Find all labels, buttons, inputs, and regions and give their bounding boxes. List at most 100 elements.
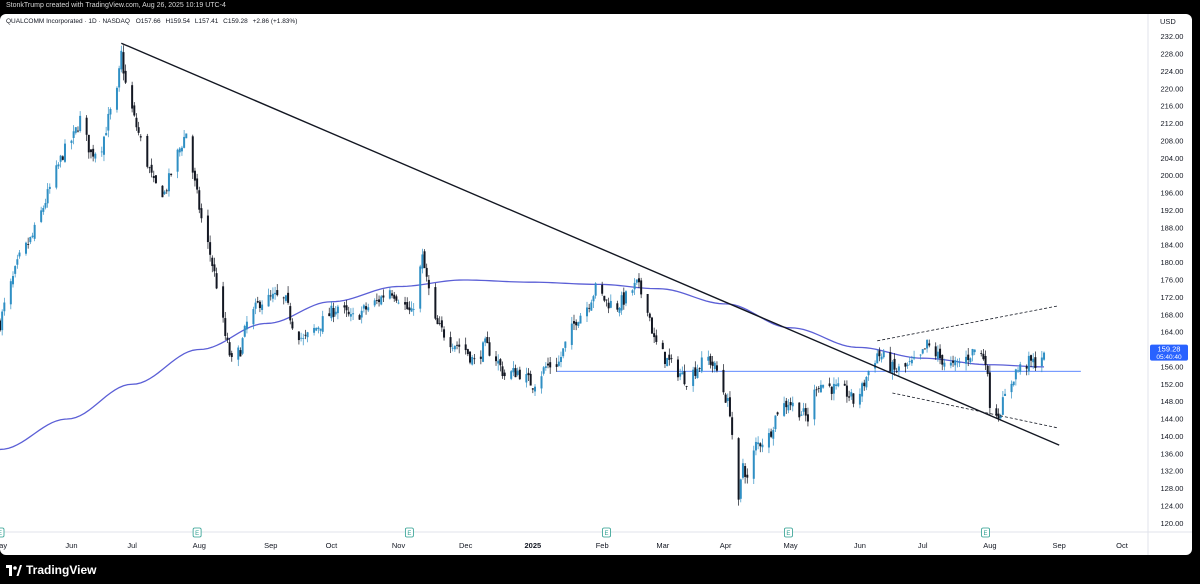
candle: [867, 370, 870, 381]
time-axis[interactable]: May Jun Jul Aug Sep Oct Nov Dec 2025 Feb Mar Apr May…: [0, 527, 1129, 550]
candle: [531, 387, 534, 394]
candle: [835, 379, 838, 390]
candle: [102, 135, 105, 162]
candle: [995, 404, 998, 419]
candle-body: [605, 299, 608, 301]
candle: [1001, 391, 1004, 416]
candle: [289, 302, 292, 325]
candle-body: [395, 296, 398, 301]
candle: [965, 350, 968, 371]
candle-body: [776, 412, 779, 415]
candle: [934, 342, 937, 360]
candle: [590, 299, 593, 311]
price-axis[interactable]: USD 120.00 124.00 128.00 132.00 136.00 140.00…: [1160, 17, 1183, 528]
tradingview-logo[interactable]: TradingView: [6, 562, 96, 578]
candle: [579, 312, 582, 324]
candle-body: [148, 167, 151, 169]
candle: [397, 299, 400, 305]
earnings-marker[interactable]: E: [0, 527, 5, 538]
candle-body: [772, 430, 775, 439]
candle: [711, 355, 714, 373]
candle-body: [193, 170, 196, 181]
candle: [562, 348, 565, 359]
candle-body: [408, 307, 411, 311]
earnings-marker-box: [404, 527, 414, 538]
candle-body: [349, 314, 352, 317]
price-chart[interactable]: USD 120.00 124.00 128.00 132.00 136.00 140.00…: [0, 14, 1192, 555]
candle-body: [746, 474, 749, 478]
earnings-marker[interactable]: E: [981, 527, 990, 538]
candle: [408, 301, 411, 315]
candle-body: [694, 367, 697, 376]
candle: [594, 282, 597, 299]
candle: [124, 64, 127, 85]
earnings-marker[interactable]: E: [192, 527, 202, 538]
candle-body: [1010, 383, 1013, 393]
candle: [620, 291, 623, 315]
candle-body: [965, 356, 968, 364]
candle-body: [835, 384, 838, 387]
candle: [404, 296, 407, 311]
earnings-marker[interactable]: E: [784, 527, 793, 538]
downtrend-line[interactable]: [121, 42, 1060, 446]
candle: [754, 437, 757, 456]
earnings-marker[interactable]: E: [404, 527, 414, 538]
candle: [676, 356, 679, 381]
candle: [843, 380, 846, 386]
candle-body: [287, 292, 290, 303]
legend-change: +2.86 (+1.83%): [253, 18, 298, 25]
earnings-marker-label: E: [984, 531, 988, 537]
candle: [828, 377, 831, 388]
candle: [503, 369, 506, 380]
candle-body: [61, 156, 64, 160]
legend-low: L157.41: [195, 18, 219, 25]
candle-body: [178, 148, 181, 153]
candle-body: [302, 338, 305, 339]
candle-body: [949, 362, 952, 366]
candle: [798, 402, 801, 421]
candle: [243, 324, 246, 338]
y-tick-label: 132.00: [1161, 467, 1184, 476]
currency-label: USD: [1160, 17, 1176, 26]
candle-body: [245, 321, 248, 330]
drawings[interactable]: [121, 42, 1060, 446]
candle: [46, 183, 49, 208]
plot-area[interactable]: [0, 42, 1081, 506]
candle-body: [817, 388, 820, 390]
candle-body: [663, 351, 666, 365]
candle: [1004, 388, 1007, 397]
candle-body: [224, 318, 227, 336]
earnings-marker[interactable]: E: [602, 527, 611, 538]
channel-lower-line[interactable]: [892, 392, 1058, 429]
candle-body: [319, 328, 322, 331]
candle-body: [486, 337, 489, 344]
candle-body: [633, 282, 636, 290]
channel-upper-line[interactable]: [877, 305, 1058, 342]
earnings-marker-box: [602, 527, 611, 538]
candle-body: [954, 360, 957, 366]
candle: [367, 303, 370, 313]
candle: [276, 284, 279, 297]
candle: [668, 348, 671, 366]
candle-body: [666, 357, 669, 367]
candle-body: [943, 362, 946, 367]
candle: [819, 380, 822, 393]
candle: [648, 312, 651, 322]
candle: [70, 139, 73, 150]
candle-body: [1034, 357, 1037, 369]
candle-body: [425, 267, 428, 277]
candle: [146, 133, 149, 169]
candle: [529, 370, 532, 386]
candle-body: [1014, 369, 1017, 380]
candle-body: [0, 320, 1, 331]
candle-body: [488, 342, 491, 356]
candle: [16, 254, 19, 269]
candle-body: [139, 136, 142, 138]
candle-body: [276, 290, 279, 296]
candle: [131, 81, 134, 113]
candle-body: [16, 259, 19, 265]
candle-body: [63, 143, 66, 162]
candle: [622, 287, 625, 310]
candle-body: [722, 369, 725, 393]
candle-body: [1, 311, 4, 331]
